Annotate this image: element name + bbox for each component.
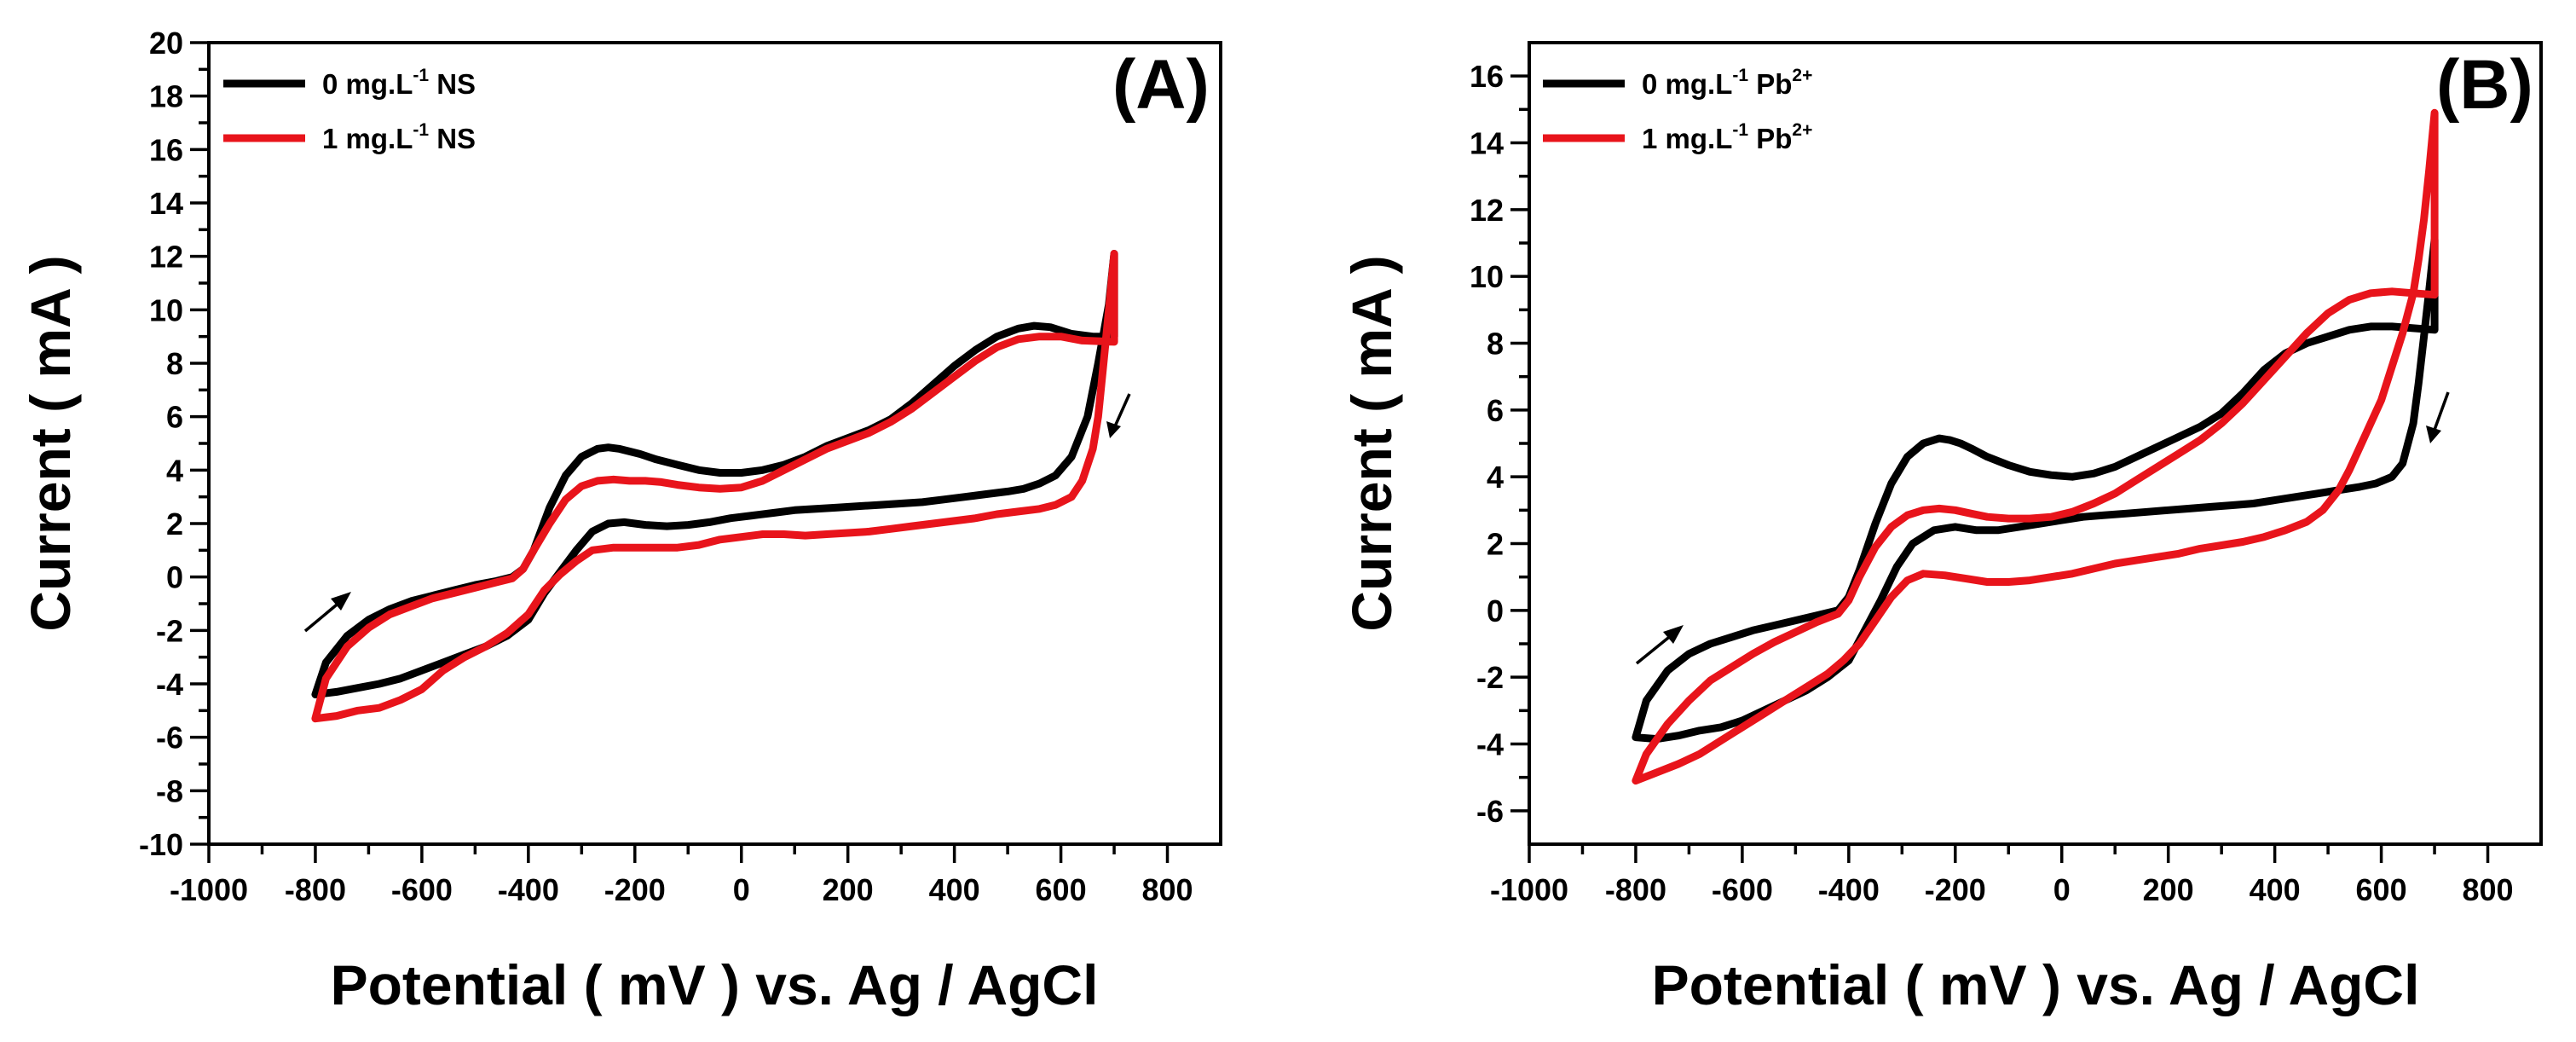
panel-a-y-tick-label: -8 [156, 773, 183, 808]
panel-a-y-tick-label: 6 [166, 400, 183, 435]
panel-a-curves [311, 250, 1118, 723]
panel-a-x-tick-label: -800 [285, 872, 346, 907]
panel-a-y-tick-label: 8 [166, 346, 183, 381]
panel-b-y-tick-label: -4 [1476, 727, 1504, 762]
panel-a-legend-label-0: 0 mg.L-1 NS [322, 66, 476, 100]
panel-a-y-tick-label: -4 [156, 667, 183, 702]
panel-b-y-tick-label: 4 [1487, 460, 1504, 495]
panel-a-label: (A) [1112, 46, 1210, 124]
panel-a-x-tick-label: 200 [823, 872, 874, 907]
panel-b-x-tick-label: 600 [2356, 872, 2407, 907]
panel-a-y-tick-label: 20 [149, 26, 183, 61]
panel-b-y-tick-label: 12 [1470, 193, 1504, 228]
panel-a-x-tick-label: 400 [929, 872, 980, 907]
panel-b-x-tick-label: 200 [2143, 872, 2194, 907]
panel-a-ticks: -1000 -800 -600 -400 -200 0 200 400 600 800-10-8-… [139, 26, 1193, 907]
panel-a-x-tick-label: -600 [391, 872, 453, 907]
panel-b-x-tick-label: -800 [1605, 872, 1666, 907]
panel-b-series-1-curve [1632, 108, 2439, 785]
panel-a-x-axis-title: Potential ( mV ) vs. Ag / AgCl [331, 953, 1099, 1016]
panel-a-series-0-curve [311, 250, 1118, 698]
panel-a-y-tick-label: -6 [156, 721, 183, 755]
panel-b-y-tick-label: 0 [1487, 593, 1504, 628]
panel-a-plot-frame [207, 41, 1222, 846]
panel-a-y-tick-label: 14 [149, 186, 183, 221]
panel-a-legend: 0 mg.L-1 NS 1 mg.L-1 NS [223, 66, 476, 154]
panel-a-x-tick-label: -1000 [170, 872, 248, 907]
panel-a-x-tick-label: 800 [1141, 872, 1193, 907]
panel-a-x-tick-label: 600 [1036, 872, 1087, 907]
panel-b-series-0-curve [1632, 235, 2439, 744]
panel-b-x-tick-label: 0 [2053, 872, 2071, 907]
panel-b-y-tick-label: -6 [1476, 794, 1504, 829]
panel-a-y-tick-label: -2 [156, 613, 183, 648]
panel-b-arrow-forward [1635, 625, 1684, 665]
panel-a-legend-label-1: 1 mg.L-1 NS [322, 120, 476, 154]
panel-b-legend-label-1: 1 mg.L-1 Pb2+ [1642, 120, 1812, 154]
panel-b: -1000 -800 -600 -400 -200 0 200 400 600 800 -6 -4 -2… [1340, 41, 2543, 1016]
panel-a-arrow-reverse [1106, 393, 1131, 438]
panel-a-x-tick-label: -400 [498, 872, 559, 907]
panel-a-x-tick-label: 0 [733, 872, 750, 907]
panel-a-y-tick-label: 16 [149, 132, 183, 167]
panel-a-y-tick-label: 2 [166, 507, 183, 541]
panel-a-y-axis-title: Current ( mA ) [19, 255, 82, 631]
panel-b-x-tick-label: 400 [2250, 872, 2301, 907]
panel-b-x-axis-title: Potential ( mV ) vs. Ag / AgCl [1652, 953, 2420, 1016]
panel-a-x-tick-label: -200 [604, 872, 666, 907]
panel-b-y-tick-label: 16 [1470, 59, 1504, 94]
panel-b-y-tick-label: 2 [1487, 527, 1504, 562]
panel-a-arrow-forward [303, 592, 351, 633]
panel-b-legend: 0 mg.L-1 Pb2+ 1 mg.L-1 Pb2+ [1543, 66, 1812, 154]
panel-b-y-tick-label: 6 [1487, 393, 1504, 428]
panel-a: -1000 -800 -600 -400 -200 0 200 400 600 800-10-8-… [19, 26, 1222, 1016]
panel-b-y-tick-label: 14 [1470, 126, 1504, 161]
panel-a-y-tick-label: -10 [139, 827, 183, 862]
panel-a-y-tick-label: 18 [149, 79, 183, 114]
panel-b-x-tick-label: 800 [2462, 872, 2513, 907]
panel-a-y-tick-label: 10 [149, 292, 183, 327]
panel-b-x-tick-label: -600 [1712, 872, 1773, 907]
panel-b-y-axis-title: Current ( mA ) [1340, 255, 1403, 631]
panel-b-y-tick-label: 8 [1487, 327, 1504, 362]
panel-b-x-tick-label: -1000 [1490, 872, 1568, 907]
panel-a-series-1-curve [311, 250, 1118, 723]
panel-b-legend-label-0: 0 mg.L-1 Pb2+ [1642, 66, 1812, 100]
panel-b-ticks: -1000 -800 -600 -400 -200 0 200 400 600 800 -6 -4 -2… [1470, 59, 2514, 907]
panel-a-y-tick-label: 4 [166, 453, 183, 488]
panel-b-y-tick-label: -2 [1476, 660, 1504, 695]
panel-a-y-tick-label: 12 [149, 240, 183, 275]
panel-b-x-tick-label: -400 [1818, 872, 1880, 907]
panel-b-curves [1632, 108, 2439, 785]
panel-b-label: (B) [2436, 46, 2533, 124]
panel-b-plot-frame [1528, 41, 2543, 846]
panel-b-x-tick-label: -200 [1925, 872, 1986, 907]
panel-b-y-tick-label: 10 [1470, 259, 1504, 294]
panel-b-arrow-reverse [2426, 391, 2450, 443]
panel-a-y-tick-label: 0 [166, 560, 183, 595]
